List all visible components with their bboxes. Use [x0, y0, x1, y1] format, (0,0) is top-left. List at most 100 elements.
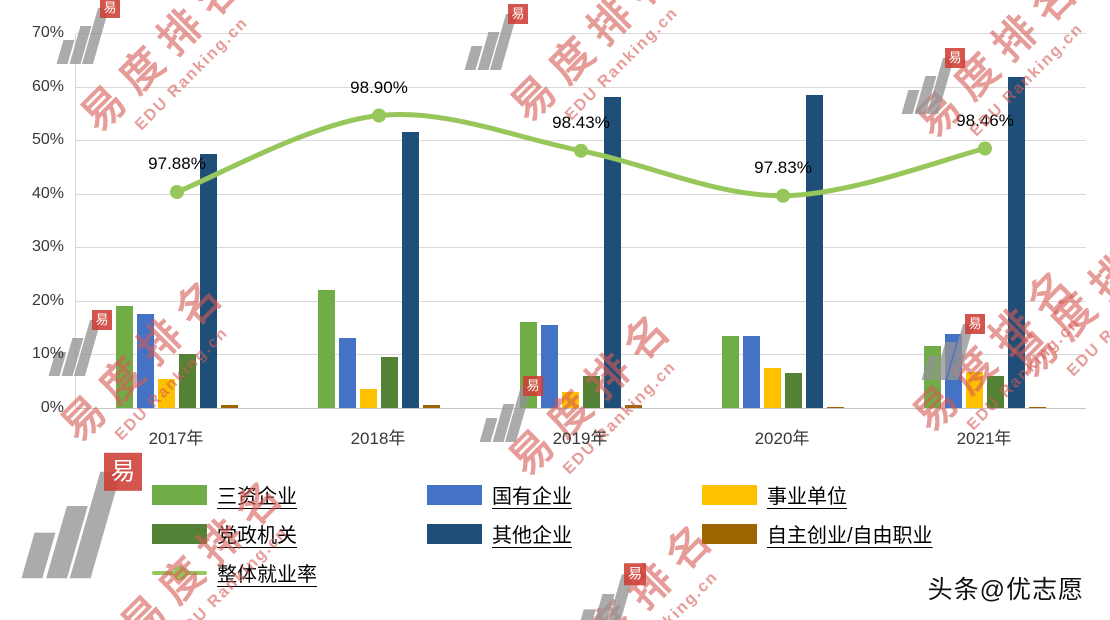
line-data-label: 98.90%: [350, 77, 408, 97]
legend-item: 其他企业: [427, 521, 702, 547]
edu-ranking-logo-icon: 易: [21, 452, 142, 579]
bar-事业单位: [764, 367, 781, 408]
legend-item: 党政机关: [152, 521, 427, 547]
legend-label: 整体就业率: [217, 564, 317, 586]
x-axis-label: 2021年: [956, 429, 1012, 448]
y-axis-tick: 40%: [31, 184, 64, 202]
line-data-label: 98.46%: [956, 110, 1014, 130]
logo-red-square: 易: [508, 4, 528, 24]
y-axis-tick: 10%: [31, 345, 64, 363]
legend-swatch: [702, 523, 757, 544]
bar-三资企业: [722, 335, 739, 408]
bar-事业单位: [562, 391, 579, 408]
legend-line-swatch: [152, 563, 207, 583]
bar-group: [520, 33, 642, 408]
bar-党政机关: [583, 375, 600, 408]
bar-国有企业: [137, 314, 154, 408]
logo-bar: [479, 418, 498, 442]
legend-swatch: [152, 484, 207, 505]
plot-area: 97.88% 98.90% 98.43% 97.83% 98.46%: [75, 33, 1086, 409]
logo-bar: [69, 471, 122, 579]
y-axis-tick: 20%: [31, 291, 64, 309]
legend-item: 三资企业: [152, 482, 427, 508]
legend-label: 事业单位: [767, 486, 847, 508]
logo-bar: [46, 506, 88, 579]
bar-三资企业: [116, 306, 133, 408]
bar-自主创业/自由职业: [221, 405, 238, 408]
gridline: [76, 140, 1086, 142]
gridline: [76, 300, 1086, 302]
bar-其他企业: [1008, 76, 1025, 408]
legend-label: 自主创业/自由职业: [767, 525, 933, 547]
bar-自主创业/自由职业: [1029, 406, 1046, 408]
legend-swatch: [702, 484, 757, 505]
legend-swatch: [427, 523, 482, 544]
bar-三资企业: [318, 290, 335, 408]
logo-bar: [590, 594, 615, 620]
bar-group: [722, 33, 844, 408]
legend-line-marker: [173, 565, 187, 580]
legend-item: 整体就业率: [152, 560, 427, 586]
bar-国有企业: [541, 324, 558, 408]
bar-党政机关: [179, 354, 196, 408]
legend-item: 事业单位: [702, 482, 977, 508]
bar-国有企业: [339, 338, 356, 408]
y-axis-tick: 0%: [40, 399, 64, 416]
bar-其他企业: [402, 132, 419, 408]
bar-其他企业: [604, 97, 621, 408]
legend-label: 国有企业: [492, 486, 572, 508]
line-marker: [372, 108, 386, 123]
legend-swatch: [152, 523, 207, 544]
employment-rate-line: [170, 108, 992, 203]
y-axis-tick: 70%: [31, 24, 64, 41]
legend-label: 三资企业: [217, 486, 297, 508]
bar-其他企业: [806, 94, 823, 408]
bar-自主创业/自由职业: [625, 405, 642, 408]
credit-text: 头条@优志愿: [927, 576, 1084, 604]
bar-其他企业: [200, 153, 217, 408]
legend-item: 国有企业: [427, 482, 702, 508]
bar-自主创业/自由职业: [827, 406, 844, 408]
legend-item: 自主创业/自由职业: [702, 521, 977, 547]
bar-党政机关: [987, 375, 1004, 408]
bar-自主创业/自由职业: [423, 405, 440, 408]
line-data-label: 97.83%: [754, 157, 812, 177]
bar-事业单位: [966, 371, 983, 408]
line-marker: [170, 185, 184, 199]
y-axis-tick: 60%: [31, 77, 64, 95]
y-axis-tick: 50%: [31, 131, 64, 149]
x-axis-label: 2018年: [350, 429, 406, 448]
logo-bar: [21, 532, 56, 579]
x-axis-label: 2017年: [148, 429, 204, 448]
logo-bar: [576, 609, 596, 620]
line-marker: [776, 188, 790, 203]
gridline: [76, 86, 1086, 88]
bar-党政机关: [381, 357, 398, 408]
line-data-label: 97.88%: [148, 154, 206, 173]
line-marker: [574, 143, 588, 158]
line-marker: [978, 141, 992, 156]
legend: 三资企业 国有企业 事业单位党政机关 其他企业 自主创业/自由职业整体就业率: [152, 482, 977, 586]
logo-red-square: 易: [104, 452, 142, 491]
legend-swatch: [427, 484, 482, 505]
gridline: [76, 33, 1086, 34]
legend-label: 党政机关: [217, 525, 297, 547]
x-axis-label: 2019年: [552, 429, 608, 448]
line-data-label: 98.43%: [552, 112, 610, 132]
gridline: [76, 193, 1086, 195]
bar-group: [116, 33, 238, 408]
bar-group: [318, 33, 440, 408]
logo-bar: [56, 40, 75, 64]
logo-bar: [492, 404, 515, 442]
gridline: [76, 408, 1086, 409]
bar-党政机关: [785, 373, 802, 408]
x-axis-label: 2020年: [754, 429, 810, 448]
legend-label: 其他企业: [492, 525, 572, 547]
bar-事业单位: [360, 389, 377, 408]
bar-国有企业: [743, 335, 760, 408]
bar-事业单位: [158, 378, 175, 408]
gridline: [76, 247, 1086, 249]
logo-red-square: 易: [100, 0, 120, 18]
gridline: [76, 354, 1086, 356]
